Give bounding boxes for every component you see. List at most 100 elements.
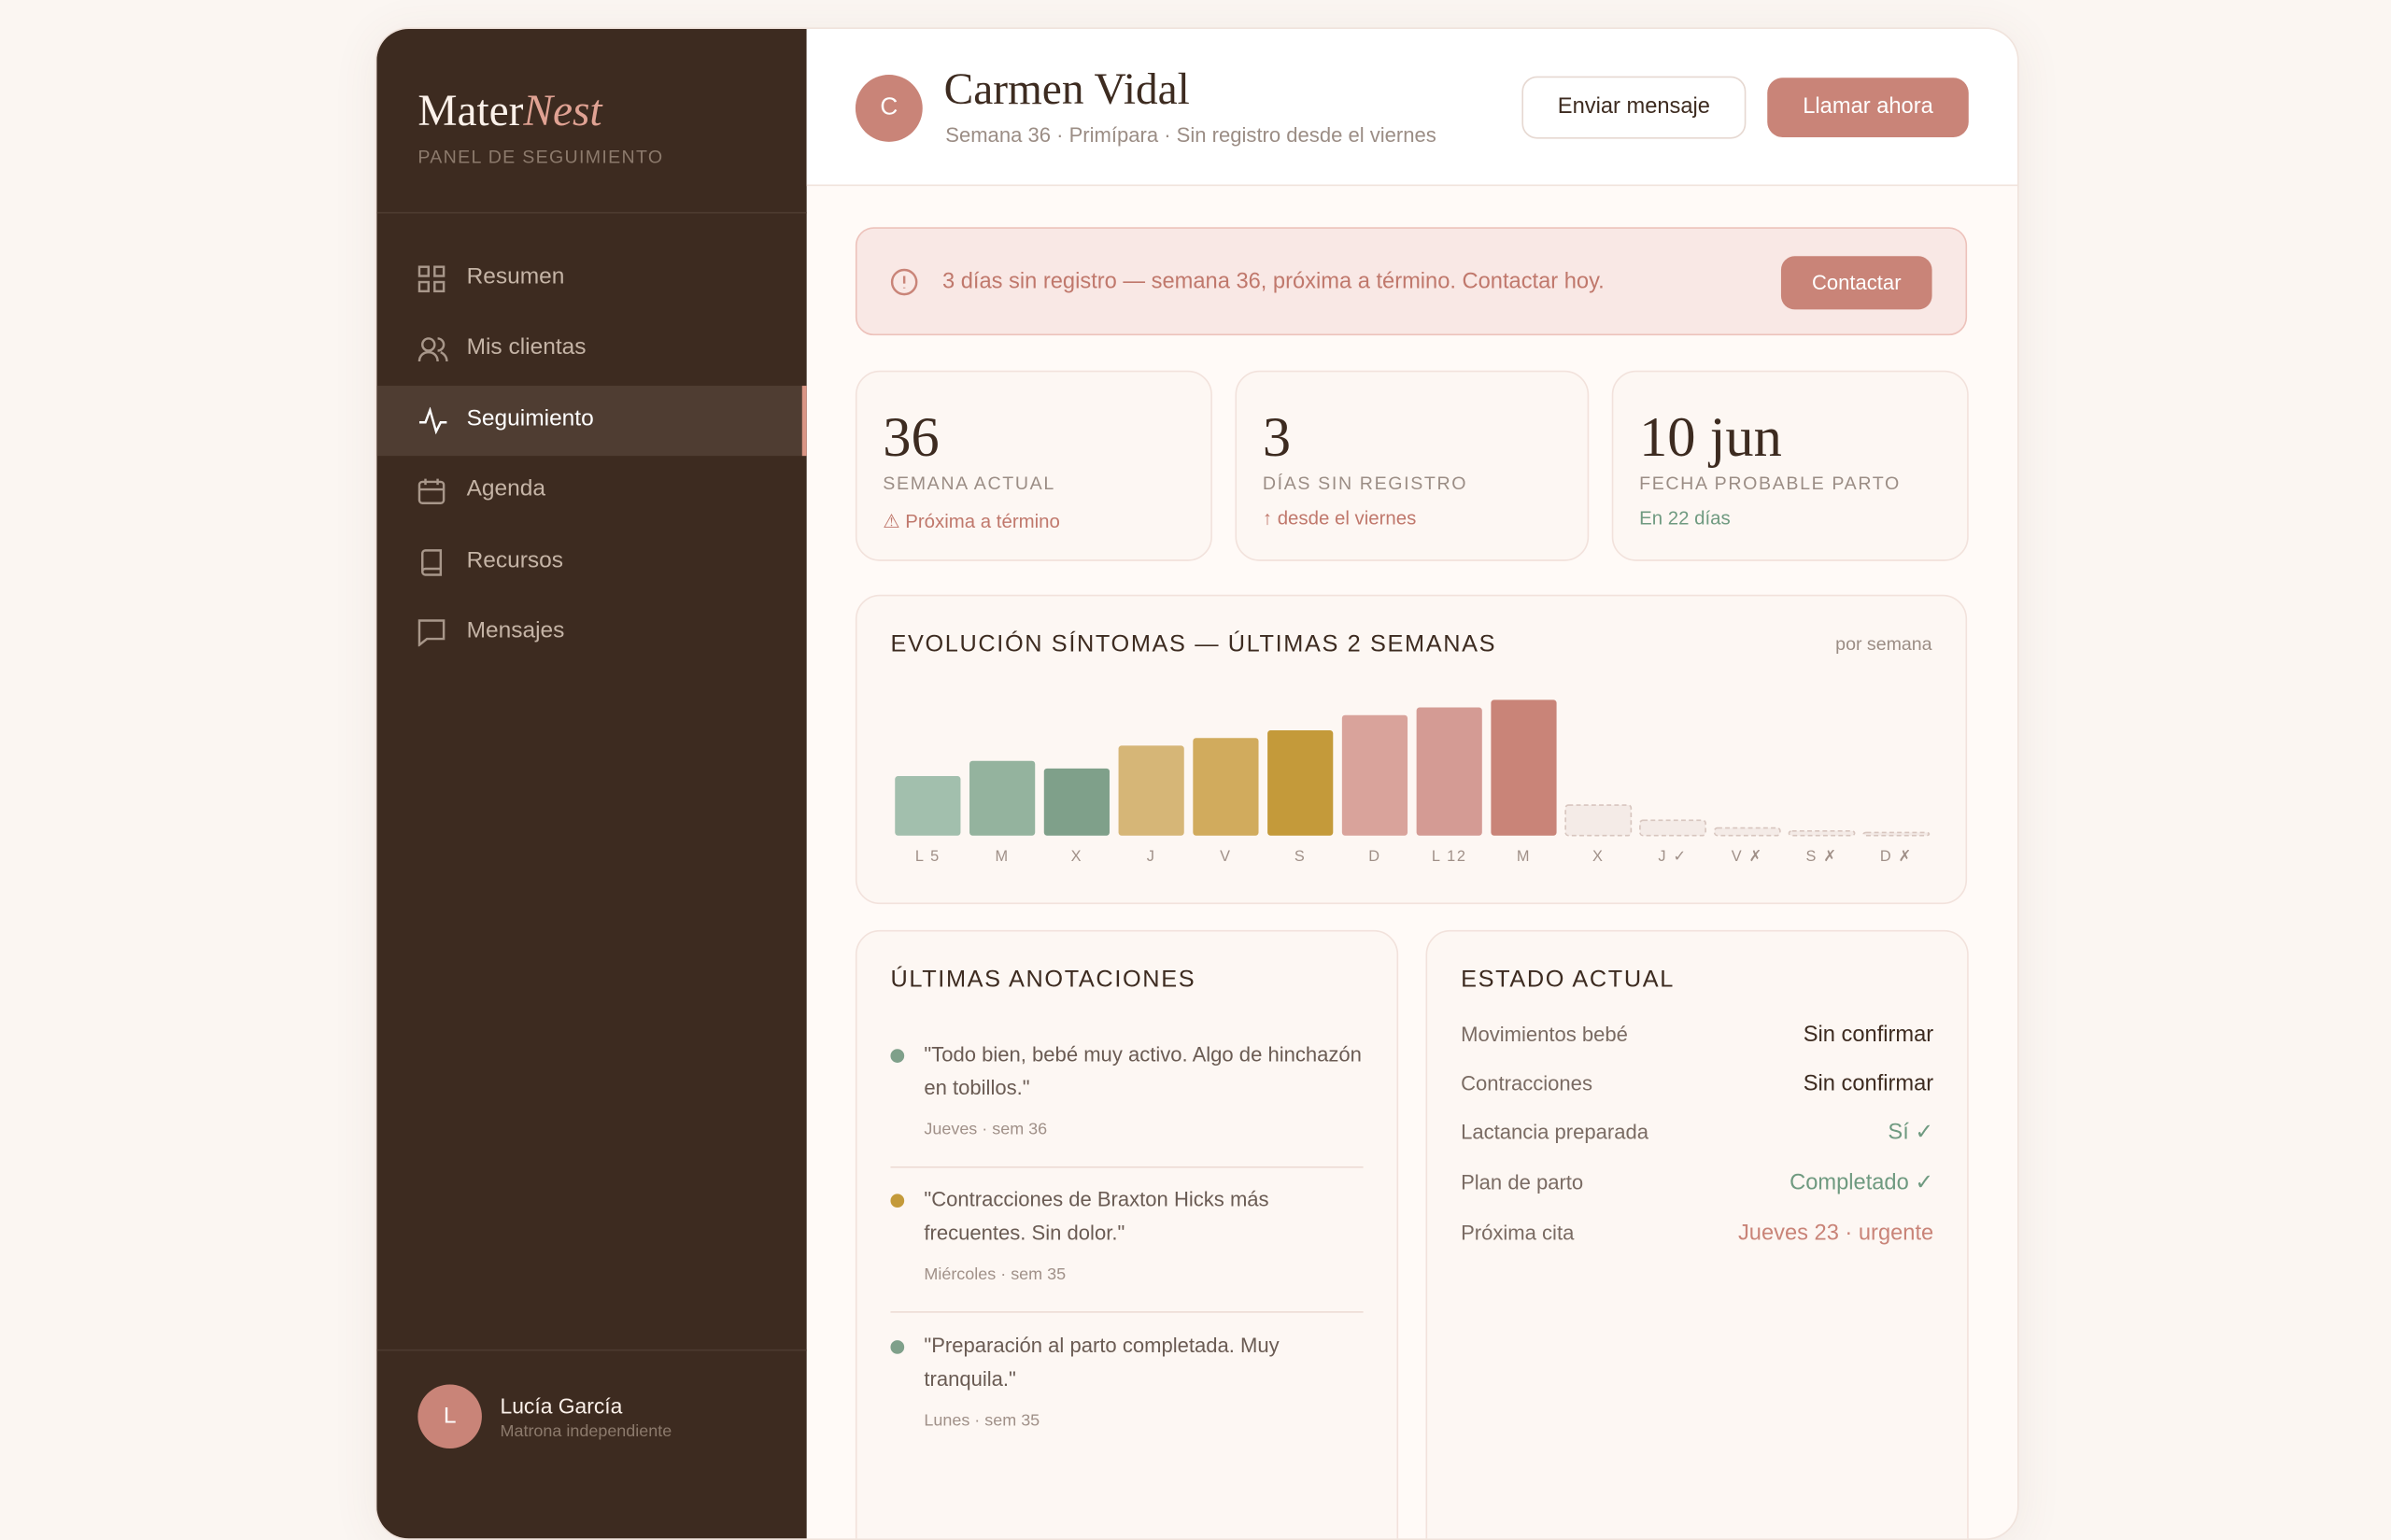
- alert-icon: [890, 268, 918, 296]
- nav-label: Mensajes: [466, 617, 565, 643]
- stat-card: 36 SEMANA ACTUAL ⚠ Próxima a término: [855, 370, 1212, 561]
- nav-label: Agenda: [466, 475, 546, 502]
- nav-item[interactable]: Mis clientas: [376, 314, 806, 384]
- x-tick-label: L 5: [915, 848, 941, 865]
- button[interactable]: Enviar mensaje: [1521, 76, 1747, 139]
- bar: [895, 776, 961, 836]
- bar: [1639, 819, 1706, 837]
- stat-value: 10 jun: [1639, 406, 1782, 470]
- stat-value: 3: [1262, 406, 1292, 470]
- client-name: Carmen Vidal: [943, 65, 1190, 115]
- nav-label: Mis clientas: [466, 333, 587, 360]
- bar: [1043, 768, 1110, 836]
- divider: [376, 211, 807, 214]
- nav-label: Recursos: [466, 547, 564, 573]
- user-name: Lucía García: [500, 1393, 623, 1419]
- stat-label: FECHA PROBABLE PARTO: [1639, 473, 1901, 494]
- chart-card: EVOLUCIÓN SÍNTOMAS — ÚLTIMAS 2 SEMANAS p…: [855, 594, 1968, 905]
- nav-item[interactable]: Resumen: [376, 244, 806, 314]
- nav-item-active[interactable]: Seguimiento: [376, 386, 807, 457]
- x-tick-label: J: [1147, 848, 1156, 865]
- nav-item[interactable]: Recursos: [376, 528, 806, 598]
- note-meta: Jueves · sem 36: [924, 1120, 1048, 1139]
- bar: [969, 760, 1036, 836]
- brand-main: Mater: [417, 87, 524, 136]
- viewport: MaterNest PANEL DE SEGUIMIENTO Resumen M…: [375, 27, 2019, 1540]
- page: MaterNest PANEL DE SEGUIMIENTO Resumen M…: [375, 27, 2019, 1540]
- stat-card: 10 jun FECHA PROBABLE PARTO En 22 días: [1611, 370, 1969, 561]
- notes-title: ÚLTIMAS ANOTACIONES: [890, 967, 1196, 993]
- status-label: Próxima cita: [1461, 1221, 1575, 1245]
- x-tick-label: M: [996, 848, 1010, 865]
- button[interactable]: Contactar: [1780, 256, 1932, 310]
- note-text: "Todo bien, bebé muy activo. Algo de hin…: [924, 1042, 1362, 1100]
- bar: [1788, 829, 1856, 837]
- alert-text: 3 días sin registro — semana 36, próxima…: [941, 269, 1605, 295]
- x-tick-label: S: [1295, 848, 1307, 865]
- chart-subtitle: por semana: [1835, 634, 1931, 655]
- bar: [1118, 745, 1184, 836]
- bar: [1416, 707, 1482, 836]
- notes-card: ÚLTIMAS ANOTACIONES "Todo bien, bebé muy…: [855, 929, 1399, 1539]
- separator: [890, 1311, 1364, 1313]
- x-tick-label: X: [1071, 848, 1083, 865]
- bar: [1267, 730, 1334, 836]
- x-tick-label: J ✓: [1658, 848, 1687, 865]
- x-tick-label: V ✗: [1732, 848, 1763, 865]
- chart-title: EVOLUCIÓN SÍNTOMAS — ÚLTIMAS 2 SEMANAS: [890, 629, 1496, 657]
- note-text: "Preparación al parto completada. Muy tr…: [924, 1334, 1280, 1391]
- app-window: MaterNest PANEL DE SEGUIMIENTO Resumen M…: [375, 27, 2019, 1540]
- stat-note: En 22 días: [1639, 507, 1731, 530]
- status-value: Sí ✓: [1888, 1120, 1934, 1146]
- stat-value: 36: [883, 406, 940, 470]
- brand: MaterNest: [417, 87, 601, 137]
- user-role: Matrona independiente: [500, 1422, 672, 1441]
- client-subtitle: Semana 36 · Primípara · Sin registro des…: [945, 123, 1436, 147]
- x-tick-label: M: [1517, 848, 1531, 865]
- note-dot: [890, 1194, 905, 1208]
- bar: [1193, 738, 1259, 836]
- status-value: Sin confirmar: [1803, 1071, 1934, 1096]
- note-dot: [890, 1049, 905, 1063]
- chart: EVOLUCIÓN SÍNTOMAS — ÚLTIMAS 2 SEMANAS p…: [890, 629, 1931, 865]
- status-label: Contracciones: [1461, 1071, 1592, 1095]
- nav-item[interactable]: Mensajes: [376, 598, 806, 668]
- stat-note: ⚠ Próxima a término: [883, 510, 1060, 532]
- note-text: "Contracciones de Braxton Hicks más frec…: [924, 1187, 1269, 1245]
- status-label: Lactancia preparada: [1461, 1120, 1649, 1144]
- status-card: ESTADO ACTUAL Movimientos bebé Sin confi…: [1425, 929, 1969, 1539]
- brand-accent: Nest: [523, 87, 602, 136]
- note-dot: [890, 1340, 905, 1354]
- note-meta: Miércoles · sem 35: [924, 1265, 1067, 1284]
- x-tick-label: S ✗: [1806, 848, 1838, 865]
- status-label: Movimientos bebé: [1461, 1023, 1628, 1046]
- user-avatar: L: [417, 1384, 482, 1449]
- bar: [1341, 714, 1408, 836]
- x-tick-label: D: [1368, 848, 1380, 865]
- x-tick-label: V: [1220, 848, 1232, 865]
- bar: [1713, 827, 1781, 837]
- separator: [890, 1166, 1364, 1168]
- status-value: Jueves 23 · urgente: [1737, 1221, 1934, 1246]
- bar: [1491, 699, 1557, 836]
- status-value: Sin confirmar: [1803, 1023, 1934, 1048]
- x-tick-label: X: [1592, 848, 1605, 865]
- brand-subtitle: PANEL DE SEGUIMIENTO: [417, 146, 664, 168]
- nav-item[interactable]: Agenda: [376, 456, 806, 526]
- note-meta: Lunes · sem 35: [924, 1411, 1040, 1431]
- client-avatar: C: [855, 74, 923, 142]
- stat-label: SEMANA ACTUAL: [883, 473, 1055, 494]
- stat-label: DÍAS SIN REGISTRO: [1262, 473, 1468, 494]
- nav-label: Resumen: [466, 263, 565, 290]
- divider: [376, 1349, 807, 1351]
- sidebar: MaterNest PANEL DE SEGUIMIENTO Resumen M…: [376, 29, 807, 1539]
- x-tick-label: D ✗: [1880, 848, 1913, 865]
- x-tick-label: L 12: [1432, 848, 1467, 865]
- status-value: Completado ✓: [1790, 1170, 1934, 1195]
- button[interactable]: Llamar ahora: [1767, 78, 1969, 137]
- bar: [1564, 804, 1633, 837]
- status-title: ESTADO ACTUAL: [1461, 967, 1675, 993]
- stat-card: 3 DÍAS SIN REGISTRO ↑ desde el viernes: [1235, 370, 1590, 561]
- nav-label: Seguimiento: [466, 405, 594, 432]
- bar: [1862, 831, 1931, 837]
